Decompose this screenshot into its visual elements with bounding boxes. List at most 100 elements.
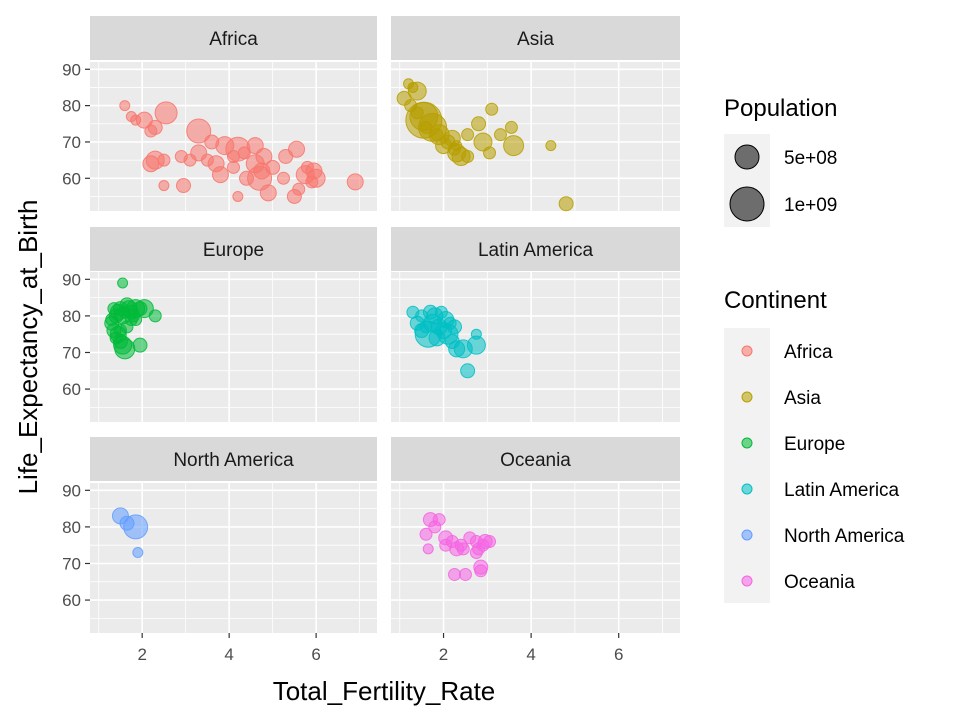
facet-panel-europe: Europe 60 70 80 90 <box>62 227 377 422</box>
data-point <box>447 567 461 581</box>
facet-panel-oceania: Oceania 2 4 6 <box>391 437 680 664</box>
x-axis-title: Total_Fertility_Rate <box>273 676 496 706</box>
data-point <box>432 513 446 527</box>
data-point <box>410 106 424 120</box>
series-africa <box>119 100 364 204</box>
y-tick-label: 80 <box>62 97 81 116</box>
data-point <box>471 116 487 132</box>
color-legend-key-europe <box>741 437 753 449</box>
color-legend-title: Continent <box>724 287 827 314</box>
data-point <box>415 309 429 323</box>
color-legend-label: Asia <box>784 388 821 409</box>
data-point <box>132 337 148 353</box>
data-point <box>503 135 525 157</box>
y-tick-label: 90 <box>62 270 81 289</box>
size-legend-title: Population <box>724 95 837 122</box>
x-tick-label: 4 <box>224 645 233 664</box>
data-point <box>446 319 462 335</box>
data-point <box>255 147 273 165</box>
data-point <box>158 180 170 192</box>
facet-panels: Africa 60 70 80 90 Asia Europe 60 70 80 90 Latin Am… <box>62 16 680 664</box>
data-point <box>292 182 306 196</box>
data-point <box>461 149 475 163</box>
facet-strip-label: Europe <box>203 240 264 261</box>
color-legend-key-latin-america <box>741 483 753 495</box>
color-legend-label: Latin America <box>784 480 900 501</box>
facet-strip-label: North America <box>173 450 294 471</box>
data-point <box>123 514 149 540</box>
color-legend-key-north-america <box>741 529 753 541</box>
data-point <box>558 196 574 212</box>
data-point <box>493 128 507 142</box>
x-tick-label: 6 <box>614 645 623 664</box>
data-point <box>186 118 212 144</box>
data-point <box>132 547 144 559</box>
data-point <box>461 128 475 142</box>
size-legend-key <box>734 144 760 170</box>
panel-background <box>391 483 680 633</box>
data-point <box>454 538 468 552</box>
color-legend-key-asia <box>741 391 753 403</box>
data-point <box>474 564 488 578</box>
data-point <box>148 309 162 323</box>
facet-strip <box>90 437 377 481</box>
data-point <box>175 178 191 194</box>
facet-strip-label: Asia <box>517 29 554 50</box>
data-point <box>114 338 136 360</box>
data-point <box>157 153 171 167</box>
data-point <box>473 132 493 152</box>
population-size-legend: Population 5e+08 1e+09 <box>724 95 837 227</box>
y-tick-label: 90 <box>62 60 81 79</box>
data-point <box>460 363 476 379</box>
facet-strip-label: Latin America <box>478 240 594 261</box>
panel-grid <box>90 272 377 422</box>
data-point <box>483 146 497 160</box>
data-point <box>545 140 557 152</box>
data-point <box>346 173 364 191</box>
color-legend-key-background <box>724 328 770 603</box>
data-point <box>142 155 160 173</box>
facet-panel-latin-america: Latin America <box>391 227 680 422</box>
data-point <box>407 81 427 101</box>
data-point <box>154 101 178 125</box>
color-legend-label: Europe <box>784 434 845 455</box>
panel-background <box>90 62 377 211</box>
color-legend-label: Africa <box>784 342 833 363</box>
data-point <box>259 184 277 202</box>
data-point <box>227 160 240 174</box>
y-tick-label: 60 <box>62 380 81 399</box>
y-axis-title: Life_Expectancy_at_Birth <box>13 200 43 495</box>
y-tick-label: 80 <box>62 307 81 326</box>
facet-panel-africa: Africa 60 70 80 90 <box>62 16 377 211</box>
series-latin-america <box>406 304 486 379</box>
data-point <box>422 543 434 555</box>
x-tick-label: 2 <box>439 645 448 664</box>
data-point <box>483 535 497 549</box>
data-point <box>470 328 482 340</box>
color-legend-key-oceania <box>741 575 753 587</box>
y-tick-label: 80 <box>62 518 81 537</box>
y-tick-label: 60 <box>62 169 81 188</box>
facet-strip-label: Africa <box>209 29 258 50</box>
data-point <box>451 140 463 152</box>
data-point <box>147 119 163 135</box>
series-north-america <box>111 507 149 559</box>
data-point <box>485 102 499 116</box>
panel-background <box>90 483 377 633</box>
data-point <box>134 299 154 319</box>
facet-panel-asia: Asia <box>391 16 680 212</box>
y-tick-label: 70 <box>62 554 81 573</box>
panel-grid <box>90 483 377 633</box>
panel-grid <box>391 483 680 633</box>
y-tick-label: 90 <box>62 481 81 500</box>
data-point <box>458 567 472 581</box>
x-tick-label: 2 <box>137 645 146 664</box>
data-point <box>105 313 119 327</box>
panel-background <box>391 272 680 422</box>
data-point <box>434 305 448 319</box>
data-point <box>419 527 433 541</box>
data-point <box>119 100 131 112</box>
y-tick-label: 60 <box>62 591 81 610</box>
series-europe <box>104 277 162 360</box>
facet-strip <box>90 16 377 60</box>
